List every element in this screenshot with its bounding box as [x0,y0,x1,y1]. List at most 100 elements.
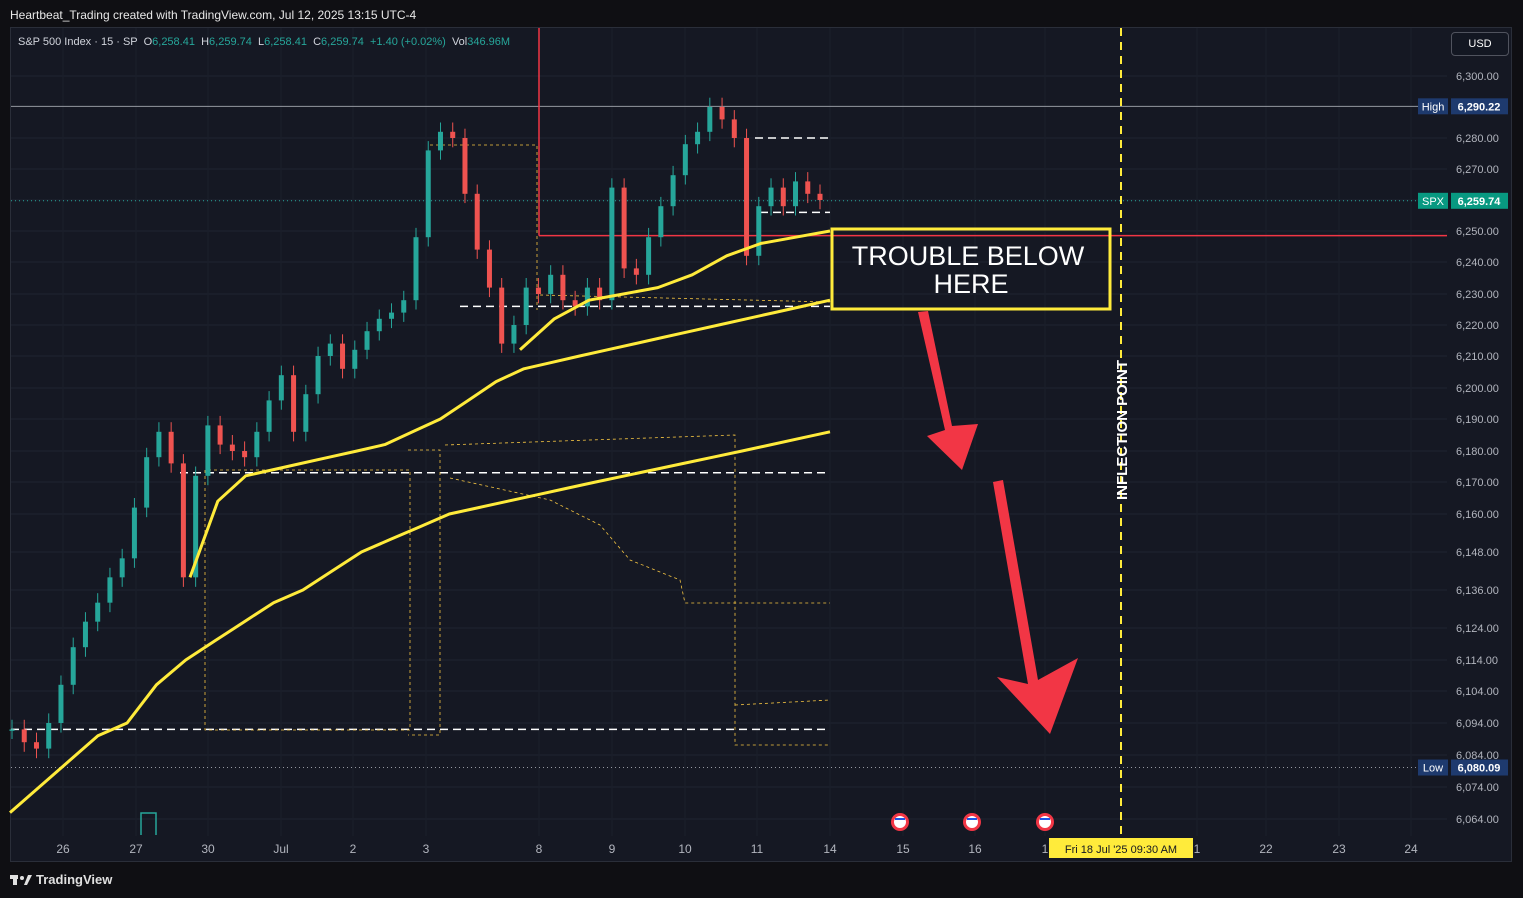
vol-value: 346.96M [467,36,511,48]
candle-body [364,331,370,350]
time-tick-label: 10 [678,842,692,856]
time-tick-label: 24 [1404,842,1418,856]
trouble-box-line2: HERE [933,269,1008,299]
price-tick-label: 6,240.00 [1456,257,1499,269]
trouble-box [830,227,1112,311]
candle-body [450,131,456,138]
candle-body [33,742,39,749]
candle-body [340,343,346,369]
candle-body [560,274,566,301]
open-label: O [143,36,153,48]
tradingview-footer[interactable]: TradingView [10,872,112,887]
price-tick-label: 6,114.00 [1456,655,1498,667]
symbol-label[interactable]: S&P 500 Index · 15 · SP [18,36,138,48]
candle-body [756,206,762,256]
price-tick-label: 6,200.00 [1456,383,1499,395]
low-badge-label-bg [1418,759,1448,776]
candle-body [707,107,713,132]
candle-body [315,356,321,395]
candle-body [523,287,529,325]
us-flag-icon-inner [894,816,906,828]
grid [11,28,1447,836]
candle-body [193,475,199,578]
price-tick-label: 6,136.00 [1456,585,1499,597]
us-flag-icon-inner [1039,816,1051,828]
time-tick-label: 1 [1194,842,1201,856]
ohlc-legend: S&P 500 Index · 15 · SP O6,258.41 H6,259… [18,36,510,48]
candle-body [695,131,701,145]
candle-body [437,131,443,151]
candle-body [768,187,774,207]
high-badge-value: 6,290.22 [1458,101,1501,113]
volume-profile-outline [204,469,411,731]
last-badge-label: SPX [1422,196,1445,208]
candle-body [229,444,235,451]
candle-body [474,193,480,250]
candle-body [486,249,492,288]
candle-body [401,300,407,313]
change-value: +1.40 (+0.02%) [369,36,446,48]
close-label: C [313,36,322,48]
close-value: 6,259.74 [321,36,364,48]
chart-header: Heartbeat_Trading created with TradingVi… [10,8,417,22]
us-flag-icon-stripe [967,818,977,820]
inflection-label: INFLECTION POINT [1114,360,1131,500]
currency-button[interactable]: USD [1451,32,1509,56]
candle-body [413,237,419,301]
us-flag-icon-inner [966,816,978,828]
candle-body [609,187,615,301]
candle-body [511,325,517,344]
candle-body [780,187,786,207]
candle-body [744,138,750,256]
price-tick-label: 6,104.00 [1456,686,1499,698]
vol-label: Vol [451,36,468,48]
candle-body [327,343,333,356]
price-tick-label: 6,084.00 [1456,750,1499,762]
candle-body [107,577,113,603]
low-value: 6,258.41 [264,36,307,48]
candle-body [793,181,799,207]
candle-body [376,318,382,332]
price-tick-label: 6,280.00 [1456,133,1499,145]
time-axis: 26 27 30 Jul 2 3 8 9 10 11 14 15 16 1 1 22 23 24 [56,842,1418,856]
time-tick-label: Jul [273,842,288,856]
candle-body [352,349,358,369]
us-flag-icon-stripe [1040,818,1050,820]
candle-body [817,193,823,200]
time-tick-label: 27 [129,842,143,856]
candle-body [805,181,811,194]
price-tick-label: 6,148.00 [1456,547,1499,559]
volume-profile-outline [449,477,830,604]
volume-profile-outline [734,699,831,706]
price-tick-label: 6,220.00 [1456,320,1499,332]
high-value: 6,259.74 [209,36,252,48]
time-tick-label: 30 [201,842,215,856]
price-tick-label: 6,074.00 [1456,782,1499,794]
candle-body [156,431,162,458]
candle-body [70,647,76,685]
candle-body [719,107,725,120]
price-tick-label: 6,230.00 [1456,289,1499,301]
candle-body [82,621,88,648]
volume-profile-outline [430,144,538,310]
time-tick-label: 15 [896,842,910,856]
candle-body [621,187,627,269]
open-value: 6,258.41 [152,36,195,48]
tradingview-logo-icon [10,874,32,885]
price-tick-label: 6,300.00 [1456,71,1499,83]
time-tick-label: 11 [751,842,764,856]
high-label: H [201,36,210,48]
candle-body [303,394,309,432]
candle-body [682,144,688,176]
candle-body [119,558,125,578]
candle-body [658,206,664,238]
time-tick-label: 1 [1042,842,1049,856]
high-badge-value-bg [1451,98,1508,115]
high-badge-label: High [1422,101,1445,113]
candle-body [144,457,150,508]
low-badge-label: Low [1423,763,1443,775]
down-arrow-icon [918,311,978,470]
candle-body [425,150,431,238]
